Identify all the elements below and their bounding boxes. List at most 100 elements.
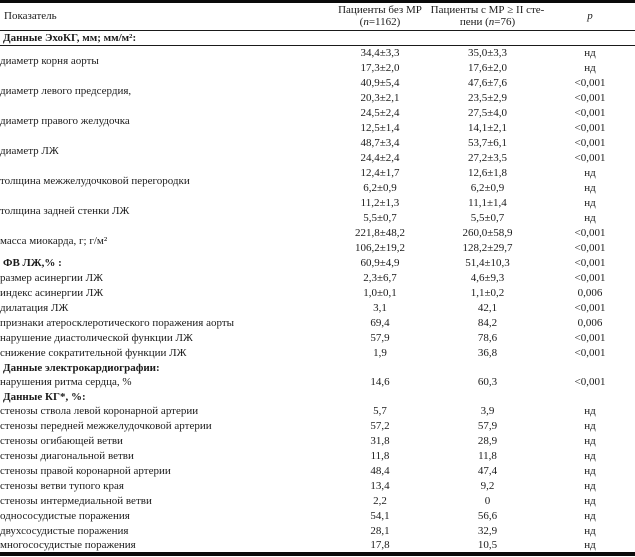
p-value-cell: нд: [584, 495, 596, 507]
value-cell: 60,3: [477, 376, 498, 388]
column-header-indicator: Показатель: [0, 1, 330, 31]
section-header-label: Данные ЭхоКГ, мм; мм/м²:: [0, 30, 635, 46]
p-value-cell: нд: [584, 465, 596, 477]
value-cell: 20,3±2,1: [360, 92, 400, 104]
p-value-cell: <0,001: [574, 122, 606, 134]
value-cell: 260,0±58,9: [462, 227, 513, 239]
row-label: снижение сократительной функции ЛЖ: [0, 347, 187, 359]
value-cell: 5,7: [373, 405, 387, 417]
table-row: диаметр корня аорты 34,4±3,3 35,0±3,3 нд: [0, 46, 635, 67]
table-row: стенозы диагональной ветви 11,8 11,8 нд: [0, 449, 635, 464]
value-cell: 24,4±2,4: [360, 152, 400, 164]
table-row: снижение сократительной функции ЛЖ 1,9 36,…: [0, 346, 635, 361]
table-row: 20,3±2,1 23,5±2,9 <0,001: [0, 91, 635, 106]
row-label: толщина задней стенки ЛЖ: [0, 204, 130, 217]
value-cell: 69,4: [370, 317, 390, 329]
row-label: стенозы правой коронарной артерии: [0, 465, 171, 477]
value-cell: 56,6: [477, 510, 498, 522]
p-value-cell: нд: [584, 405, 596, 417]
value-cell: 48,7±3,4: [360, 137, 400, 149]
value-cell: 48,4: [370, 465, 390, 477]
table-row: нарушение диастолической функции ЛЖ 57,9 7…: [0, 331, 635, 346]
section-header-label: Данные КГ*, %:: [3, 390, 86, 403]
value-cell: 57,2: [370, 420, 390, 432]
table-row: признаки атеросклеротического поражения …: [0, 316, 635, 331]
value-cell: 40,9±5,4: [360, 77, 400, 89]
table-row: 24,4±2,4 27,2±3,5 <0,001: [0, 151, 635, 166]
p-value-cell: 0,006: [577, 287, 603, 299]
row-label: индекс асинергии ЛЖ: [0, 287, 104, 299]
row-label: стенозы ветви тупого края: [0, 480, 124, 492]
value-cell: 9,2: [480, 480, 495, 492]
value-cell: 57,9: [477, 420, 498, 432]
header-row: Показатель Пациенты без МР (n=1162) Паци…: [0, 1, 635, 31]
value-cell: 221,8±48,2: [354, 227, 406, 239]
value-cell: 6,2±0,9: [363, 182, 397, 194]
value-cell: 23,5±2,9: [467, 92, 508, 104]
table-row: диаметр правого желудочка 24,5±2,4 27,5±4,…: [0, 106, 635, 127]
header-line-1: Пациенты с МР ≥ II сте-: [430, 4, 545, 16]
value-cell: 14,1±2,1: [467, 122, 508, 134]
value-cell: 5,5±0,7: [363, 212, 397, 224]
p-value-cell: <0,001: [574, 107, 606, 119]
p-value-cell: нд: [584, 525, 596, 537]
value-cell: 24,5±2,4: [360, 107, 400, 119]
value-cell: 1,9: [373, 347, 387, 359]
value-cell: 14,6: [370, 376, 390, 388]
section-row: Данные КГ*, %:: [0, 390, 635, 404]
table-row: дилатация ЛЖ 3,1 42,1 <0,001: [0, 301, 635, 316]
value-cell: 12,6±1,8: [467, 167, 508, 179]
value-cell: 53,7±6,1: [467, 137, 508, 149]
value-cell: 32,9: [477, 525, 498, 537]
table-row: стенозы ветви тупого края 13,4 9,2 нд: [0, 479, 635, 494]
table-row: толщина задней стенки ЛЖ 11,2±1,3 11,1±1,4…: [0, 196, 635, 217]
value-cell: 2,3±6,7: [363, 272, 397, 284]
column-header-patients-without-mr: Пациенты без МР (n=1162): [330, 1, 430, 31]
table-row: двухсосудистые поражения 28,1 32,9 нд: [0, 524, 635, 539]
table-row: стенозы правой коронарной артерии 48,4 47,…: [0, 464, 635, 479]
row-label: диаметр ЛЖ: [0, 144, 59, 157]
row-label: однососудистые поражения: [0, 510, 130, 522]
table-row: толщина межжелудочковой перегородки 12,4±…: [0, 166, 635, 187]
p-value-cell: <0,001: [574, 77, 606, 89]
value-cell: 13,4: [370, 480, 390, 492]
value-cell: 54,1: [370, 510, 390, 522]
p-value-cell: <0,001: [574, 242, 606, 254]
p-value-cell: <0,001: [574, 347, 606, 359]
value-cell: 11,8: [370, 450, 390, 462]
row-label: стенозы огибающей ветви: [0, 435, 123, 447]
value-cell: 27,5±4,0: [467, 107, 508, 119]
value-cell: 47,4: [477, 465, 498, 477]
p-value-cell: нд: [584, 420, 596, 432]
row-label: ФВ ЛЖ,% :: [3, 257, 62, 269]
header-line-2: пени (n=76): [459, 15, 516, 28]
row-label: диаметр правого желудочка: [0, 114, 130, 127]
table-header: Показатель Пациенты без МР (n=1162) Паци…: [0, 1, 635, 31]
value-cell: 27,2±3,5: [467, 152, 508, 164]
value-cell: 17,8: [370, 539, 390, 551]
value-cell: 60,9±4,9: [360, 257, 400, 269]
value-cell: 17,3±2,0: [360, 62, 400, 74]
header-line-2: (n=1162): [359, 15, 401, 28]
value-cell: 3,9: [480, 405, 495, 417]
row-label: признаки атеросклеротического поражения …: [0, 317, 235, 329]
value-cell: 51,4±10,3: [465, 257, 510, 269]
table-row: 17,3±2,0 17,6±2,0 нд: [0, 61, 635, 76]
row-label: размер асинергии ЛЖ: [0, 272, 103, 284]
section-row: Данные ЭхоКГ, мм; мм/м²:: [0, 30, 635, 46]
table-row: стенозы ствола левой коронарной артерии 5…: [0, 404, 635, 419]
value-cell: 3,1: [373, 302, 387, 314]
row-label: толщина межжелудочковой перегородки: [0, 174, 190, 187]
row-label: дилатация ЛЖ: [0, 302, 69, 314]
section-header-label: Данные электрокардиографии:: [3, 361, 160, 374]
row-label: стенозы диагональной ветви: [0, 450, 134, 462]
p-value-cell: нд: [584, 197, 596, 209]
p-value-cell: <0,001: [574, 137, 606, 149]
value-cell: 5,5±0,7: [470, 212, 505, 224]
p-value-cell: нд: [584, 450, 596, 462]
table-row: 106,2±19,2 128,2±29,7 <0,001: [0, 241, 635, 256]
p-value-cell: <0,001: [574, 302, 606, 314]
value-cell: 36,8: [477, 347, 498, 359]
table-row: индекс асинергии ЛЖ 1,0±0,1 1,1±0,2 0,006: [0, 286, 635, 301]
